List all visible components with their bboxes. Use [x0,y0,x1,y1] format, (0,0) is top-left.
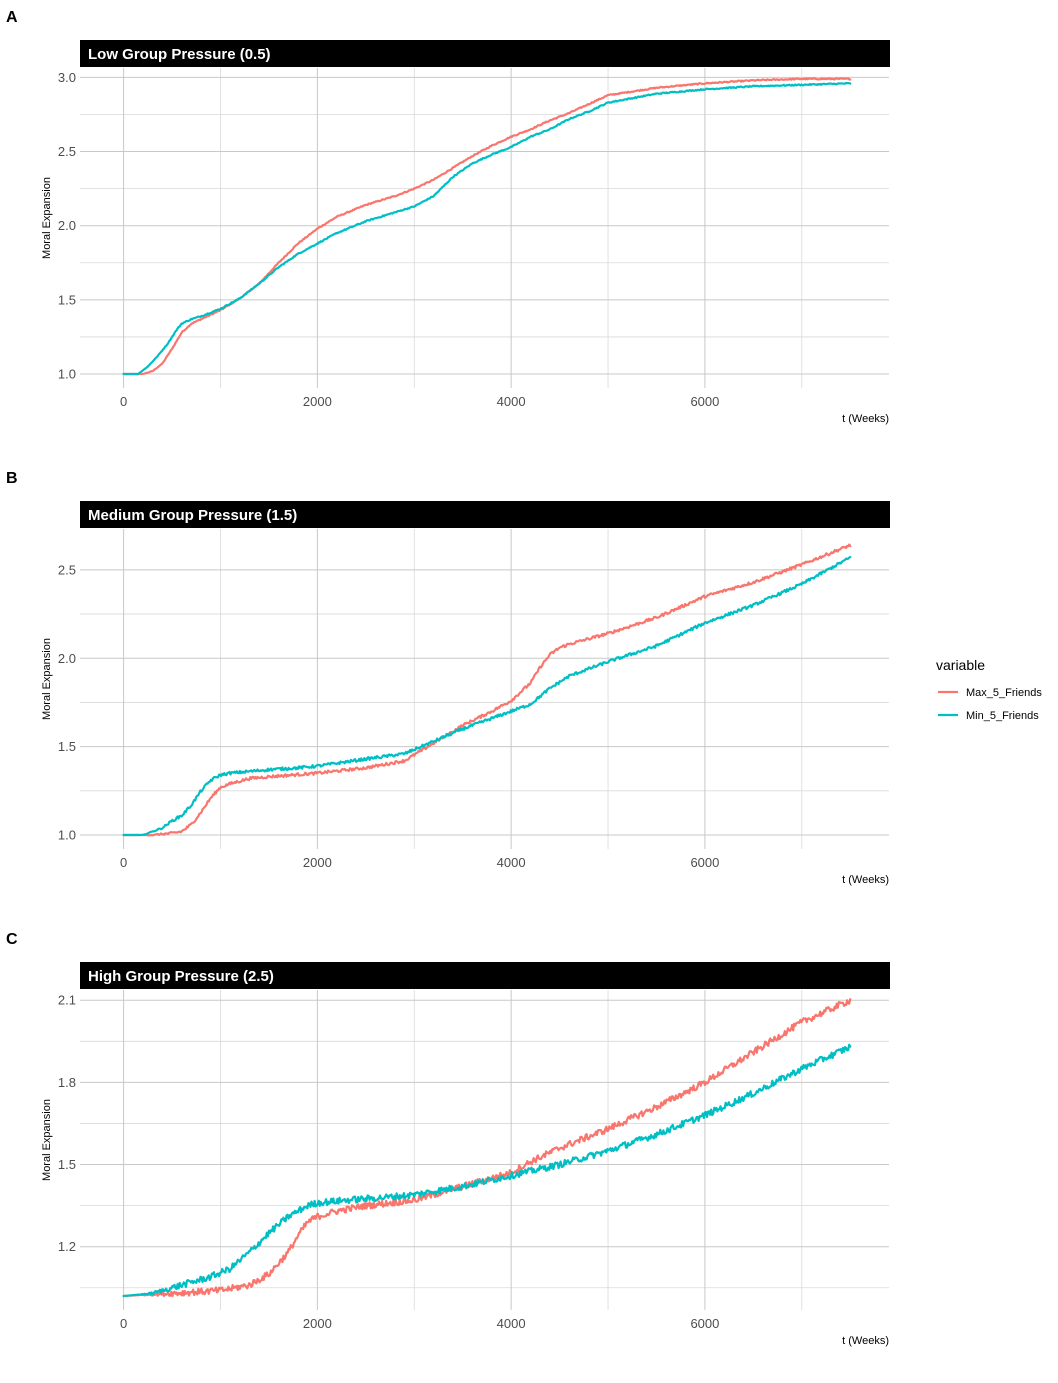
y-tick-label: 2.0 [58,218,76,233]
x-tick-label: 0 [120,855,127,870]
x-tick-label: 6000 [690,394,719,409]
x-axis-title: t (Weeks) [842,1335,889,1347]
facet-strip [80,501,890,528]
x-tick-label: 0 [120,394,127,409]
y-tick-label: 1.5 [58,292,76,307]
y-axis-title: Moral Expansion [41,638,53,720]
x-tick-label: 2000 [303,855,332,870]
series-line-max-5-friends [122,998,852,1298]
panel-letter: A [6,9,18,26]
series-line-min-5-friends [122,555,852,837]
y-tick-label: 2.5 [58,144,76,159]
panel-b: B Medium Group Pressure (1.5) 0 2000 4000 600… [6,470,890,886]
panel-letter: B [6,470,18,487]
x-tick-label: 6000 [690,1316,719,1331]
x-tick-label: 0 [120,1316,127,1331]
panel-title: High Group Pressure (2.5) [88,968,274,985]
y-tick-label: 1.2 [58,1239,76,1254]
legend-title: variable [936,657,985,673]
y-tick-label: 1.8 [58,1075,76,1090]
legend-label-max-5-friends: Max_5_Friends [966,687,1042,699]
x-axis-title: t (Weeks) [842,874,889,886]
y-axis-title: Moral Expansion [41,177,53,259]
panel-title: Low Group Pressure (0.5) [88,46,271,63]
x-tick-label: 6000 [690,855,719,870]
facet-strip [80,40,890,67]
y-tick-label: 1.5 [58,739,76,754]
y-tick-label: 1.0 [58,828,76,843]
panel-title: Medium Group Pressure (1.5) [88,507,297,524]
x-axis-title: t (Weeks) [842,413,889,425]
y-tick-label: 1.5 [58,1157,76,1172]
x-tick-label: 2000 [303,394,332,409]
x-tick-label: 4000 [497,855,526,870]
x-tick-label: 4000 [497,394,526,409]
y-axis-title: Moral Expansion [41,1099,53,1181]
y-tick-label: 3.0 [58,70,76,85]
series-line-max-5-friends [122,543,852,837]
x-tick-label: 2000 [303,1316,332,1331]
facet-strip [80,962,890,989]
panel-c: C High Group Pressure (2.5) 0 2000 4000 6000 1… [6,931,890,1347]
y-tick-label: 2.0 [58,651,76,666]
x-tick-label: 4000 [497,1316,526,1331]
series-line-min-5-friends [122,1043,852,1298]
panel-a: A Low Group Pressure (0.5) 0 2000 4000 6000 1.… [6,9,890,425]
y-tick-label: 2.1 [58,993,76,1008]
legend-label-min-5-friends: Min_5_Friends [966,710,1039,722]
legend: variable Max_5_Friends Min_5_Friends [936,657,1042,722]
y-tick-label: 1.0 [58,367,76,382]
y-tick-label: 2.5 [58,562,76,577]
series-line-min-5-friends [122,81,852,376]
panel-letter: C [6,931,18,948]
